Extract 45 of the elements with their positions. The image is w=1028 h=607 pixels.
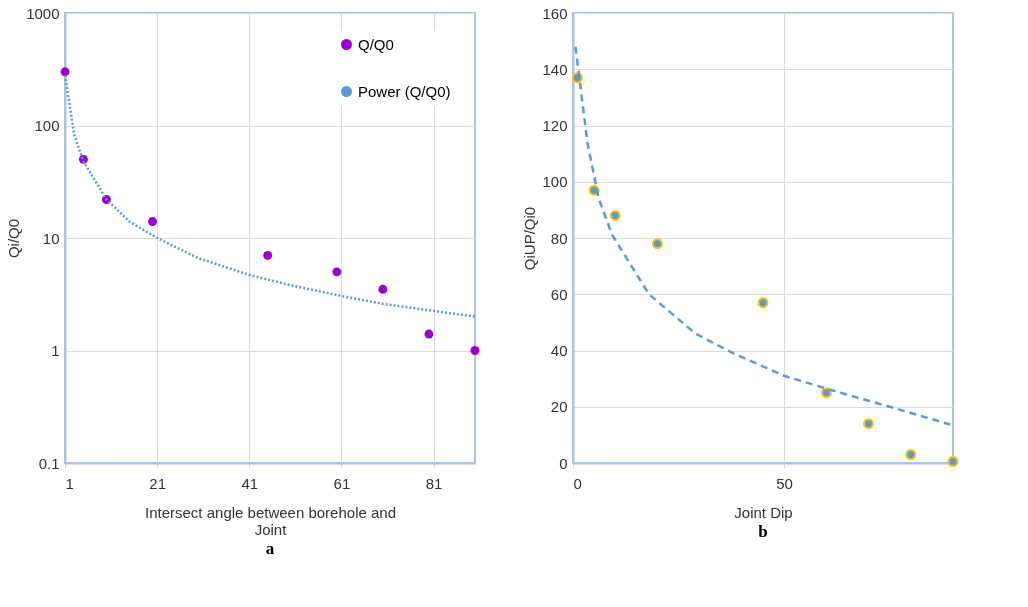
point xyxy=(60,67,70,77)
x-tick-label: 50 xyxy=(776,474,793,492)
point xyxy=(263,250,273,260)
x-tick-label: 1 xyxy=(65,474,74,492)
y-tick-label: 0.1 xyxy=(38,454,60,472)
y-tick-label: 80 xyxy=(550,229,568,247)
y-tick-label: 140 xyxy=(542,60,568,78)
point xyxy=(820,387,832,399)
y-axis-title: QiUP/Qi0 xyxy=(521,206,539,271)
text: a xyxy=(265,539,275,558)
y-tick-label: 0 xyxy=(559,454,568,472)
y-tick-label: 60 xyxy=(550,285,568,303)
point xyxy=(609,210,621,221)
y-tick-label: 10 xyxy=(42,229,60,247)
y-tick-label: 100 xyxy=(34,117,60,134)
y-tick-label: 1 xyxy=(51,342,60,359)
legend-label: Power (Q/Q0) xyxy=(358,82,451,100)
y-tick-label: 160 xyxy=(542,4,568,22)
point xyxy=(424,329,434,339)
point xyxy=(757,297,769,309)
y-tick-label: 120 xyxy=(542,117,568,134)
x-tick-label: 21 xyxy=(149,474,166,492)
point xyxy=(905,449,917,461)
line-series xyxy=(574,45,952,426)
point xyxy=(863,418,875,430)
x-tick-label: 41 xyxy=(241,474,259,492)
y-tick-label: 1000 xyxy=(26,4,60,22)
x-tick-label: 61 xyxy=(333,474,351,492)
point xyxy=(378,284,388,294)
x-axis-title: Intersect angle between borehole and Joint xyxy=(144,503,397,538)
x-axis-title: Joint Dip xyxy=(734,503,793,521)
point xyxy=(470,346,480,355)
text: b xyxy=(758,522,768,541)
x-tick-label: 0 xyxy=(573,474,582,492)
y-tick-label: 40 xyxy=(550,342,568,359)
point xyxy=(947,456,959,468)
point xyxy=(571,72,583,84)
point xyxy=(651,238,663,250)
y-tick-label: 20 xyxy=(550,398,568,416)
point xyxy=(148,217,157,227)
legend-label: Q/Q0 xyxy=(358,35,394,53)
y-tick-label: 100 xyxy=(542,173,568,191)
y-axis-title: Qi/Q0 xyxy=(5,218,23,259)
point xyxy=(332,267,342,277)
x-tick-label: 81 xyxy=(425,474,443,492)
